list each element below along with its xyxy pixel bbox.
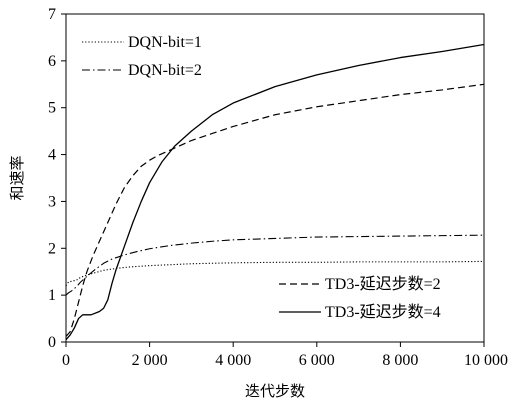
x-tick-label: 0	[62, 352, 70, 369]
y-tick-label: 3	[48, 193, 56, 210]
y-tick-label: 1	[48, 287, 56, 304]
series-lines	[65, 43, 485, 341]
series-line-4	[65, 43, 485, 341]
x-tick-label: 10 000	[464, 352, 508, 369]
y-tick-label: 0	[48, 334, 56, 351]
y-tick-label: 4	[48, 147, 56, 164]
y-axis-label: 和速率	[8, 155, 26, 200]
x-tick-label: 4 000	[215, 352, 251, 369]
x-tick-label: 2 000	[132, 352, 168, 369]
y-tick-label: 2	[48, 240, 56, 257]
series-line-1	[65, 260, 485, 287]
legend-label: TD3-延迟步数=4	[325, 303, 441, 321]
x-tick-label: 6 000	[299, 352, 335, 369]
y-tick-label: 5	[48, 100, 56, 117]
plot-frame	[65, 13, 485, 343]
axis-ticks: 0 1 2 3 4 5 6 7 0 2 000 4 000 6 000 8 000 10 000	[48, 6, 508, 369]
x-tick-label: 8 000	[382, 352, 418, 369]
series-line-3	[65, 83, 485, 337]
legend: DQN-bit=1 DQN-bit=2 TD3-延迟步数=2 TD3-延迟步数=4	[82, 34, 441, 321]
legend-label: DQN-bit=2	[128, 62, 202, 79]
legend-label: DQN-bit=1	[128, 34, 202, 51]
x-axis-label: 迭代步数	[245, 382, 305, 400]
series-line-2	[65, 234, 485, 296]
y-tick-label: 6	[48, 53, 56, 70]
legend-label: TD3-延迟步数=2	[325, 275, 441, 293]
y-tick-label: 7	[48, 6, 56, 23]
